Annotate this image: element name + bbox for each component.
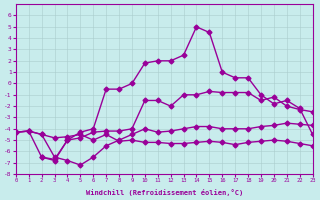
X-axis label: Windchill (Refroidissement éolien,°C): Windchill (Refroidissement éolien,°C) <box>85 189 243 196</box>
